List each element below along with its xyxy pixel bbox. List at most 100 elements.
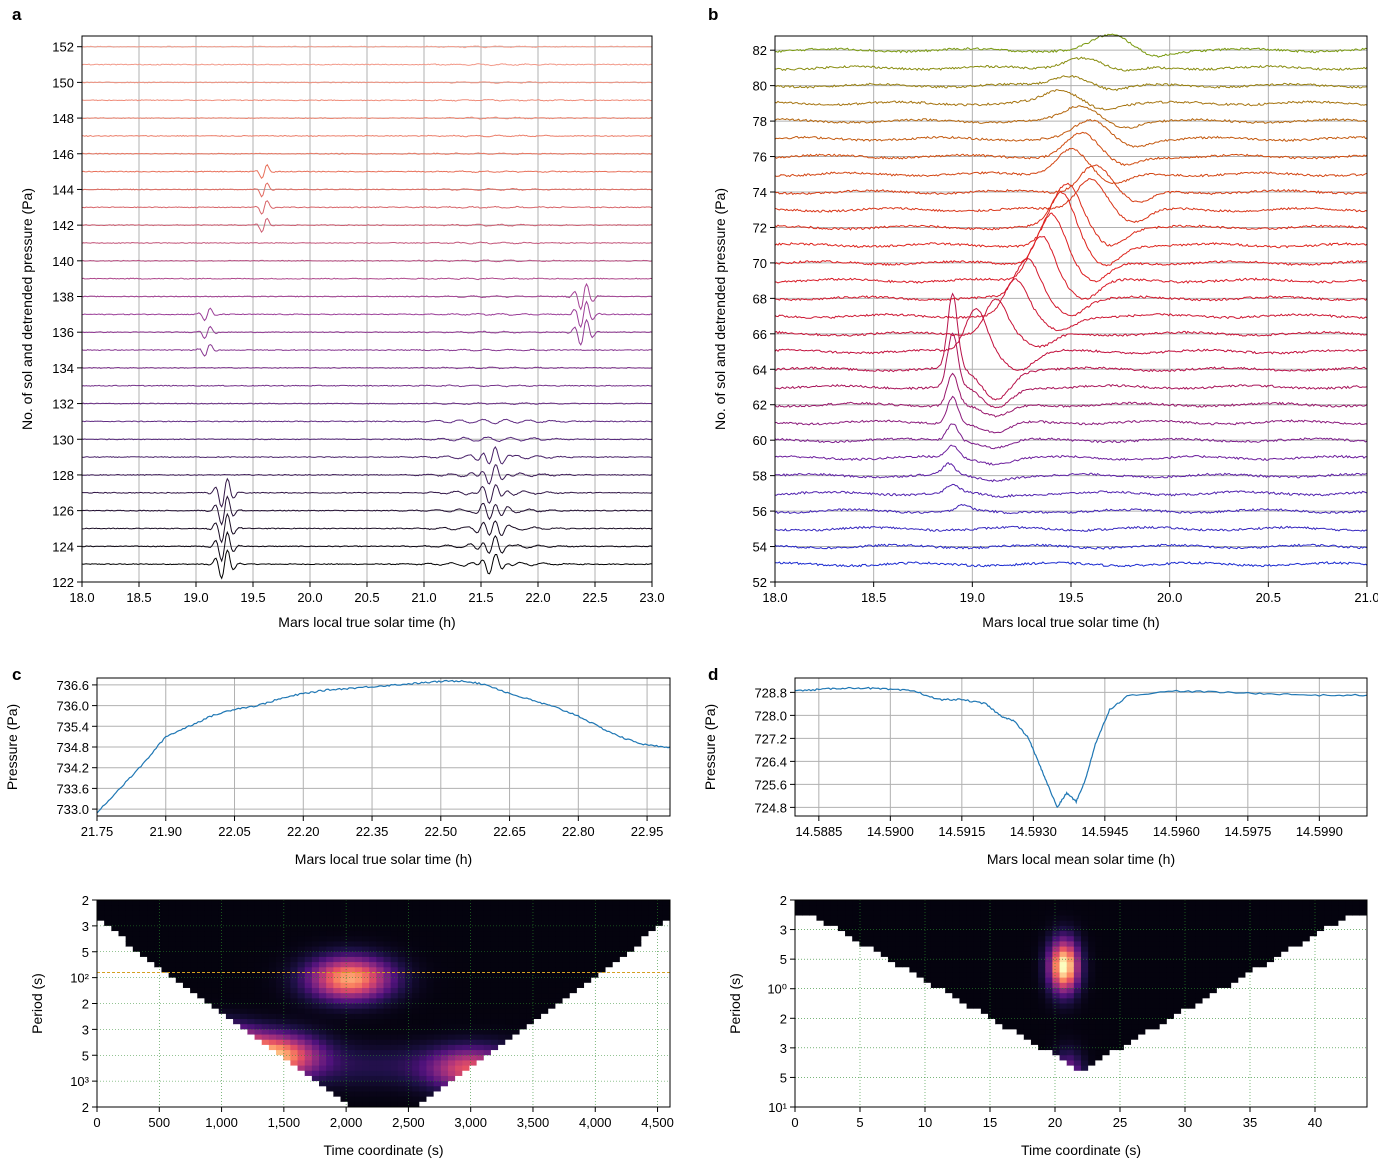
trace-sol-126 — [81, 495, 653, 526]
heat-cell — [1016, 1065, 1025, 1072]
heat-cell — [519, 956, 528, 963]
heat-cell — [476, 972, 485, 979]
heat-cell — [569, 962, 578, 968]
heat-cell — [662, 972, 671, 979]
heat-cell — [823, 900, 832, 906]
heat-cell — [447, 936, 456, 942]
heat-cell — [132, 931, 141, 937]
heat-cell — [662, 931, 671, 937]
heat-cell — [369, 1008, 377, 1015]
heat-cell — [909, 931, 918, 937]
heat-cell — [627, 967, 635, 973]
x-tick-label: 14.5915 — [938, 824, 985, 839]
heat-cell — [809, 967, 817, 973]
heat-cell — [519, 941, 528, 948]
heat-cell — [247, 1034, 256, 1041]
heat-cell — [830, 998, 839, 1004]
heat-cell — [447, 1013, 456, 1020]
heat-cell — [909, 1065, 918, 1072]
heat-cell — [383, 956, 392, 963]
heat-cell — [211, 1055, 220, 1061]
heat-cell — [254, 1044, 263, 1051]
heat-cell — [1038, 920, 1046, 927]
heat-cell — [526, 1091, 535, 1098]
heat-cell — [376, 1024, 384, 1030]
heat-cell — [290, 1101, 299, 1108]
heat-cell — [240, 946, 248, 953]
heat-cell — [887, 1024, 896, 1030]
heat-cell — [541, 910, 549, 917]
trace-sol-67 — [774, 278, 1368, 332]
heat-cell — [297, 1024, 306, 1030]
heat-cell — [419, 962, 427, 968]
heat-cell — [1002, 1029, 1010, 1036]
heat-cell — [498, 1055, 506, 1061]
heat-cell — [809, 972, 817, 979]
heat-cell — [576, 962, 585, 968]
heat-cell — [354, 1029, 363, 1036]
heat-cell — [404, 1091, 413, 1098]
heat-cell — [276, 936, 284, 942]
heat-cell — [605, 1029, 614, 1036]
heat-cell — [211, 967, 220, 973]
heat-cell — [823, 1096, 832, 1103]
heat-cell — [218, 1008, 227, 1015]
heat-cell — [469, 967, 478, 973]
heat-cell — [873, 905, 882, 911]
heat-cell — [290, 1086, 299, 1092]
heat-cell — [440, 1065, 449, 1072]
heat-cell — [802, 1024, 810, 1030]
heat-cell — [161, 1070, 170, 1077]
heat-cell — [440, 1029, 449, 1036]
heat-cell — [655, 925, 664, 932]
heat-cell — [966, 977, 975, 984]
heat-cell — [111, 941, 119, 948]
heat-cell — [980, 1019, 989, 1025]
heat-cell — [369, 1075, 377, 1082]
heat-cell — [233, 900, 241, 906]
heat-cell — [440, 1034, 449, 1041]
heat-cell — [569, 982, 578, 989]
heat-cell — [830, 1060, 839, 1067]
heat-cell — [591, 1096, 599, 1103]
heat-cell — [859, 993, 867, 999]
heat-cell — [541, 1096, 549, 1103]
heat-cell — [641, 982, 650, 989]
heat-cell — [909, 1034, 918, 1041]
heat-cell — [576, 998, 585, 1004]
heat-cell — [859, 1044, 867, 1051]
heat-cell — [362, 1044, 370, 1051]
heat-cell — [1030, 910, 1039, 917]
heat-cell — [512, 915, 521, 922]
heat-cell — [419, 1075, 427, 1082]
heat-cell — [902, 1019, 910, 1025]
heat-cell — [988, 1034, 996, 1041]
y-tick-label: 60 — [753, 433, 767, 448]
heat-cell — [916, 905, 925, 911]
heat-cell — [268, 1096, 277, 1103]
heat-cell — [369, 1003, 377, 1010]
heat-cell — [802, 920, 810, 927]
heat-cell — [576, 951, 585, 958]
heat-cell — [873, 1060, 882, 1067]
heat-cell — [204, 1070, 213, 1077]
heat-cell — [290, 1039, 299, 1046]
heat-cell — [880, 946, 889, 953]
heat-cell — [447, 915, 456, 922]
heat-cell — [519, 1070, 528, 1077]
heat-cell — [938, 1008, 946, 1015]
heat-cell — [333, 936, 342, 942]
heat-cell — [1016, 905, 1025, 911]
heat-cell — [873, 1081, 882, 1087]
heat-cell — [362, 1096, 370, 1103]
heat-cell — [569, 1081, 578, 1087]
heat-cell — [988, 977, 996, 984]
heat-cell — [909, 1044, 918, 1051]
heat-cell — [419, 1096, 427, 1103]
heat-cell — [161, 1003, 170, 1010]
heat-cell — [555, 1055, 564, 1061]
heat-cell — [930, 951, 939, 958]
heat-cell — [412, 946, 420, 953]
heat-cell — [97, 1019, 105, 1025]
heat-cell — [526, 900, 535, 906]
